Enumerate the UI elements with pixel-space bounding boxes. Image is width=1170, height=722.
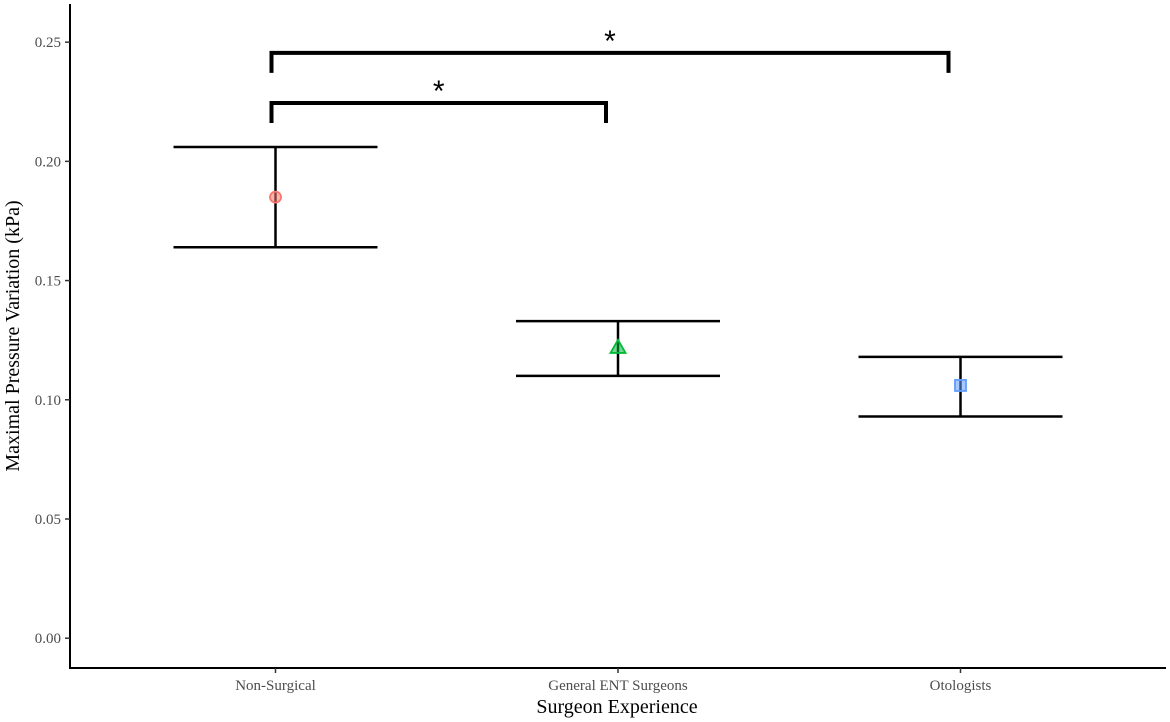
x-tick-label: General ENT Surgeons xyxy=(548,678,688,694)
y-tick-label: 0.10 xyxy=(35,393,61,409)
significance-bracket xyxy=(269,50,951,73)
x-tick-label: Otologists xyxy=(930,678,992,694)
significance-bracket xyxy=(269,100,608,123)
x-axis: Non-Surgical General ENT Surgeons Otologis… xyxy=(69,667,1166,694)
y-tick-label: 0.20 xyxy=(35,154,61,170)
y-tick-label: 0.15 xyxy=(35,274,61,290)
significance-star: * xyxy=(604,25,616,58)
significance-brackets: ** xyxy=(269,25,951,123)
y-tick-label: 0.05 xyxy=(35,512,61,528)
y-axis: 0.00 0.05 0.10 0.15 0.20 0.25 xyxy=(35,4,71,668)
error-bars xyxy=(173,145,1063,418)
point-square-marker xyxy=(954,379,967,392)
y-ticks: 0.00 0.05 0.10 0.15 0.20 0.25 xyxy=(35,35,70,647)
data-points xyxy=(269,190,967,392)
x-ticks: Non-Surgical General ENT Surgeons Otologis… xyxy=(235,668,991,694)
x-axis-title: Surgeon Experience xyxy=(536,696,697,718)
point-triangle-marker xyxy=(608,338,628,354)
x-tick-label: Non-Surgical xyxy=(235,678,316,694)
y-tick-label: 0.25 xyxy=(35,35,61,51)
significance-star: * xyxy=(433,75,445,108)
y-axis-title: Maximal Pressure Variation (kPa) xyxy=(2,200,24,471)
point-circle-marker xyxy=(269,190,282,204)
y-tick-label: 0.00 xyxy=(35,631,61,647)
